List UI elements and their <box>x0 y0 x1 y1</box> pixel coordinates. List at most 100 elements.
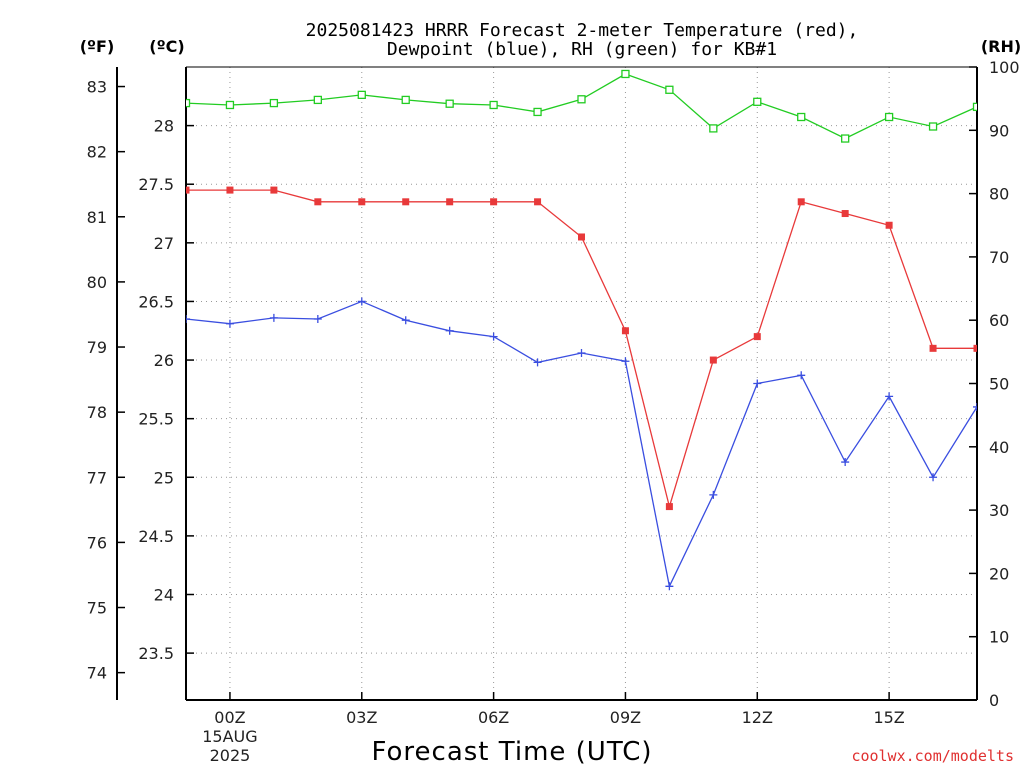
dewpoint-point <box>753 379 762 388</box>
tick-labels: 74 75 76 77 78 79 80 81 82 83 23.5 24 24.5 25 25.5 26 26… <box>87 58 1020 765</box>
temperature-point <box>797 198 805 206</box>
temperature-point <box>885 221 893 229</box>
rh-tick-label: 30 <box>989 501 1009 520</box>
relative_humidity-point <box>709 124 718 133</box>
temperature-point <box>186 186 190 194</box>
dewpoint-point <box>841 458 850 467</box>
celsius-tick-label: 24 <box>154 586 174 605</box>
watermark: coolwx.com/modelts <box>851 747 1014 765</box>
relative_humidity-point <box>186 98 191 108</box>
chart-title-line-2: Dewpoint (blue), RH (green) for KB#1 <box>387 39 777 60</box>
relative_humidity-point <box>577 95 586 104</box>
dewpoint-point <box>929 473 938 482</box>
axes <box>116 66 978 701</box>
temperature-point <box>270 186 278 194</box>
temperature-point <box>534 198 542 206</box>
x-axis-label: Forecast Time (UTC) <box>371 737 652 767</box>
dewpoint-point <box>577 349 586 358</box>
dewpoint-series <box>186 297 977 591</box>
relative_humidity-point <box>269 98 279 108</box>
relative_humidity-point <box>489 100 498 110</box>
rh-tick-label: 100 <box>989 58 1020 77</box>
relative_humidity-point <box>841 134 850 143</box>
temperature-point <box>490 198 498 206</box>
dewpoint-point <box>186 315 190 324</box>
relative_humidity-series <box>186 69 977 143</box>
relative_humidity-line <box>186 73 977 140</box>
fahrenheit-tick-label: 82 <box>87 143 107 162</box>
celsius-tick-label: 24.5 <box>138 527 174 546</box>
relative_humidity-point <box>445 99 454 108</box>
rh-tick-label: 50 <box>989 375 1009 394</box>
dewpoint-point <box>313 315 322 324</box>
rh-tick-label: 80 <box>989 185 1009 204</box>
dewpoint-point <box>225 319 234 328</box>
relative_humidity-point <box>972 102 977 112</box>
dewpoint-point <box>401 316 410 325</box>
rh-tick-label: 90 <box>989 121 1009 140</box>
x-tick-label: 00Z <box>214 708 245 727</box>
rh-tick-label: 20 <box>989 564 1009 583</box>
fahrenheit-tick-label: 76 <box>87 533 107 552</box>
relative_humidity-point <box>753 97 762 106</box>
dewpoint-point <box>973 402 977 411</box>
temperature-series <box>186 186 977 511</box>
relative_humidity-point <box>621 69 630 79</box>
x-tick-label: 15Z <box>873 708 904 727</box>
chart-title-line-1: 2025081423 HRRR Forecast 2-meter Tempera… <box>306 20 859 41</box>
temperature-point <box>753 333 761 341</box>
temperature-point <box>665 503 673 511</box>
celsius-tick-label: 26 <box>154 351 174 370</box>
temperature-point <box>621 327 629 335</box>
relative_humidity-point <box>225 100 235 110</box>
x-tick-label: 06Z <box>478 708 509 727</box>
rh-tick-label: 70 <box>989 248 1009 267</box>
temperature-point <box>841 210 849 218</box>
x-tick-label: 03Z <box>346 708 377 727</box>
fahrenheit-tick-label: 83 <box>87 78 107 97</box>
rh-tick-label: 40 <box>989 438 1009 457</box>
x-tick-label: 12Z <box>742 708 773 727</box>
relative_humidity-point <box>928 122 938 131</box>
series <box>186 69 977 591</box>
dewpoint-point <box>797 371 806 380</box>
fahrenheit-tick-label: 74 <box>87 664 107 683</box>
celsius-tick-label: 26.5 <box>138 292 174 311</box>
temperature-point <box>709 356 717 364</box>
temperature-point <box>578 233 585 241</box>
temperature-point <box>446 198 454 206</box>
temperature-point <box>929 344 937 352</box>
dewpoint-point <box>885 392 894 401</box>
fahrenheit-tick-label: 78 <box>87 403 107 422</box>
grid <box>186 67 977 700</box>
dewpoint-point <box>357 297 366 306</box>
x-tick-label: 09Z <box>610 708 641 727</box>
temperature-point <box>973 344 977 352</box>
fahrenheit-tick-label: 79 <box>87 338 107 357</box>
temperature-point <box>226 186 234 194</box>
fahrenheit-tick-label: 77 <box>87 468 107 487</box>
relative_humidity-point <box>313 95 322 105</box>
rh-axis-label: (RH) <box>981 37 1021 56</box>
relative_humidity-point <box>884 112 894 122</box>
relative_humidity-point <box>357 90 366 100</box>
rh-tick-label: 60 <box>989 311 1009 330</box>
fahrenheit-tick-label: 75 <box>87 599 107 618</box>
dewpoint-point <box>621 357 630 366</box>
celsius-tick-label: 28 <box>154 117 174 136</box>
fahrenheit-tick-label: 80 <box>87 273 107 292</box>
relative_humidity-point <box>533 107 542 117</box>
celsius-tick-label: 25 <box>154 468 174 487</box>
temperature-point <box>402 198 410 206</box>
dewpoint-line <box>186 300 977 589</box>
temperature-point <box>314 198 322 206</box>
temperature-point <box>358 198 366 206</box>
celsius-tick-label: 27.5 <box>138 175 174 194</box>
relative_humidity-point <box>797 112 806 122</box>
rh-tick-label: 10 <box>989 628 1009 647</box>
dewpoint-point <box>709 490 718 499</box>
fahrenheit-axis-label: (ºF) <box>80 37 115 56</box>
relative_humidity-point <box>401 95 410 105</box>
x-tick-sublabel: 15AUG <box>202 727 257 746</box>
